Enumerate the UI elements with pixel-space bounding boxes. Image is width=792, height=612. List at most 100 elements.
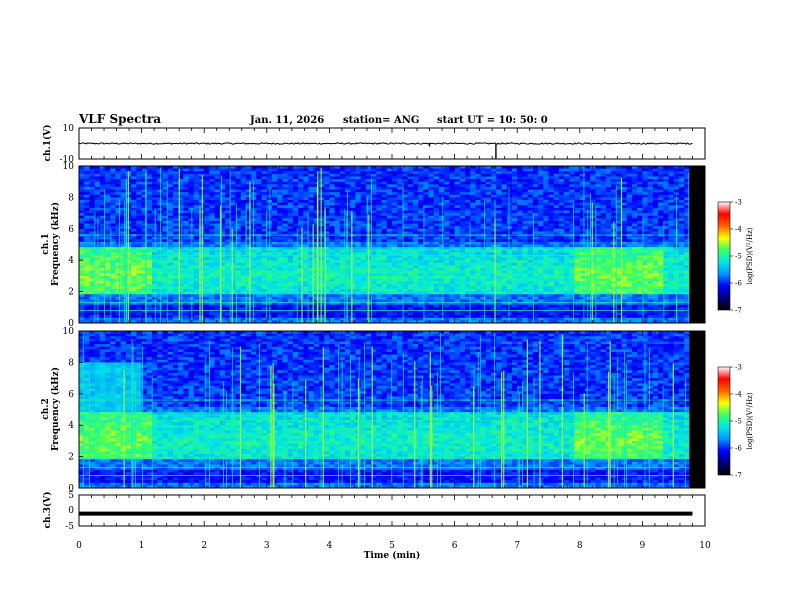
heatmap-cell xyxy=(188,220,195,224)
heatmap-cell xyxy=(120,194,127,198)
heatmap-cell xyxy=(491,210,497,214)
heatmap-cell xyxy=(152,181,158,185)
heatmap-cell xyxy=(480,218,487,222)
heatmap-cell xyxy=(141,294,148,298)
heatmap-cell xyxy=(287,186,294,190)
heatmap-cell xyxy=(418,228,424,232)
heatmap-cell xyxy=(397,186,403,190)
heatmap-cell xyxy=(381,299,388,303)
heatmap-cell xyxy=(225,307,231,311)
heatmap-cell xyxy=(214,166,221,170)
heatmap-cell xyxy=(188,260,195,264)
heatmap-cell xyxy=(99,254,106,258)
heatmap-cell xyxy=(313,173,320,177)
heatmap-cell xyxy=(209,179,216,183)
heatmap-cell xyxy=(292,320,299,323)
heatmap-cell xyxy=(371,181,377,185)
heatmap-cell xyxy=(240,171,247,175)
heatmap-cell xyxy=(245,241,252,245)
heatmap-cell xyxy=(110,181,116,185)
heatmap-cell xyxy=(318,228,325,232)
heatmap-cell xyxy=(339,231,346,235)
heatmap-cell xyxy=(209,184,216,188)
heatmap-cell xyxy=(360,254,367,258)
heatmap-cell xyxy=(465,168,471,172)
heatmap-cell xyxy=(219,312,226,316)
heatmap-cell xyxy=(371,202,377,206)
heatmap-cell xyxy=(485,220,492,224)
heatmap-cell xyxy=(386,200,393,204)
heatmap-cell xyxy=(371,215,377,219)
heatmap-cell xyxy=(84,226,90,230)
heatmap-cell xyxy=(110,194,116,198)
heatmap-cell xyxy=(110,307,116,311)
heatmap-cell xyxy=(240,189,247,193)
heatmap-cell xyxy=(438,254,445,258)
heatmap-cell xyxy=(240,312,247,316)
heatmap-cell xyxy=(167,320,174,323)
heatmap-cell xyxy=(459,294,466,298)
heatmap-cell xyxy=(110,234,116,238)
heatmap-cell xyxy=(235,257,242,261)
heatmap-cell xyxy=(397,296,403,300)
heatmap-cell xyxy=(235,215,242,219)
heatmap-cell xyxy=(376,220,382,224)
heatmap-cell xyxy=(339,166,346,170)
heatmap-cell xyxy=(345,294,351,298)
heatmap-cell xyxy=(485,241,492,245)
heatmap-cell xyxy=(318,197,325,201)
heatmap-cell xyxy=(99,312,106,316)
heatmap-cell xyxy=(157,262,163,266)
heatmap-cell xyxy=(303,275,309,279)
heatmap-cell xyxy=(183,228,189,232)
heatmap-cell xyxy=(386,181,393,185)
heatmap-cell xyxy=(459,281,466,285)
heatmap-cell xyxy=(157,302,163,306)
heatmap-cell xyxy=(240,244,247,248)
heatmap-cell xyxy=(251,252,257,256)
heatmap-cell xyxy=(115,304,122,308)
heatmap-cell xyxy=(350,231,356,235)
heatmap-cell xyxy=(433,296,440,300)
heatmap-cell xyxy=(318,231,325,235)
heatmap-cell xyxy=(412,220,419,224)
heatmap-cell xyxy=(438,294,445,298)
heatmap-cell xyxy=(272,302,278,306)
heatmap-cell xyxy=(157,320,163,323)
heatmap-cell xyxy=(470,181,476,185)
heatmap-cell xyxy=(465,176,471,180)
heatmap-cell xyxy=(334,197,341,201)
heatmap-cell xyxy=(454,218,461,222)
heatmap-cell xyxy=(428,168,435,172)
heatmap-cell xyxy=(475,320,482,323)
heatmap-cell xyxy=(496,228,502,232)
heatmap-cell xyxy=(94,207,101,211)
heatmap-cell xyxy=(272,231,278,235)
heatmap-cell xyxy=(89,317,96,321)
heatmap-cell xyxy=(167,265,174,269)
heatmap-cell xyxy=(225,220,231,224)
heatmap-cell xyxy=(89,241,96,245)
heatmap-cell xyxy=(329,218,336,222)
heatmap-cell xyxy=(397,210,403,214)
heatmap-cell xyxy=(485,299,492,303)
heatmap-cell xyxy=(272,268,278,272)
heatmap-cell xyxy=(480,265,487,269)
heatmap-cell xyxy=(412,173,419,177)
heatmap-cell xyxy=(292,236,299,240)
heatmap-cell xyxy=(376,247,382,251)
heatmap-cell xyxy=(308,223,315,227)
heatmap-cell xyxy=(298,223,304,227)
heatmap-cell xyxy=(225,213,231,217)
heatmap-cell xyxy=(345,244,351,248)
heatmap-cell xyxy=(193,186,200,190)
heatmap-cell xyxy=(292,283,299,287)
heatmap-cell xyxy=(371,288,377,292)
heatmap-cell xyxy=(339,228,346,232)
heatmap-cell xyxy=(292,317,299,321)
heatmap-cell xyxy=(287,302,294,306)
heatmap-cell xyxy=(360,192,367,196)
heatmap-cell xyxy=(345,205,351,209)
heatmap-cell xyxy=(428,257,435,261)
heatmap-cell xyxy=(334,278,341,282)
